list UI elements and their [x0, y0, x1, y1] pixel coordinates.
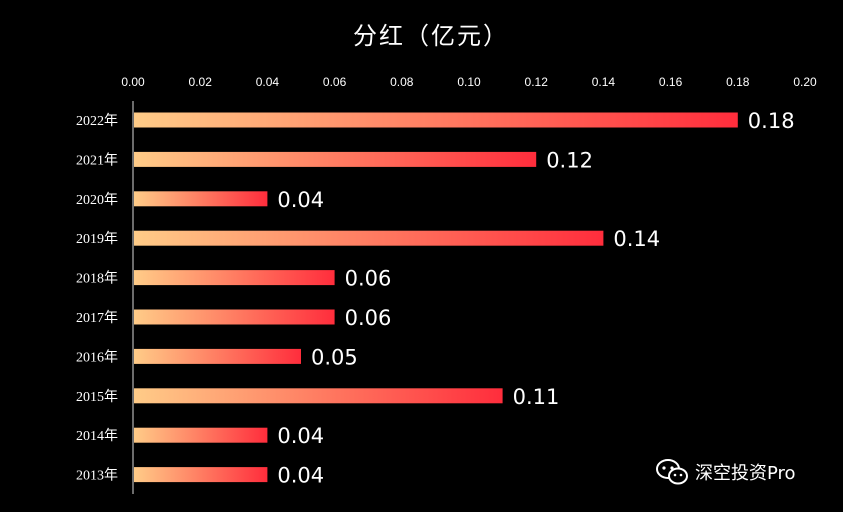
bar: [134, 309, 335, 325]
data-label: 0.11: [513, 385, 560, 409]
watermark: 深空投资Pro: [655, 458, 796, 486]
data-label: 0.05: [311, 345, 358, 369]
data-label: 0.04: [277, 188, 324, 212]
bar: [134, 427, 268, 443]
data-label: 0.12: [546, 148, 593, 172]
category-label: 2020年: [76, 192, 118, 208]
x-tick-label: 0.08: [390, 75, 414, 89]
category-label: 2017年: [76, 310, 118, 326]
bar: [134, 348, 301, 364]
bar: [134, 270, 335, 286]
bar: [134, 191, 268, 207]
chart-title: 分红（亿元）: [353, 22, 509, 50]
x-tick-label: 0.12: [525, 75, 549, 89]
category-label: 2013年: [76, 468, 118, 484]
category-label: 2014年: [76, 428, 118, 444]
bar: [134, 230, 604, 246]
bar: [134, 151, 537, 167]
x-axis-ticks: 0.00 0.02 0.04 0.06 0.08 0.10 0.12 0.14 0.16 0.18…: [121, 75, 817, 89]
x-tick-label: 0.20: [793, 75, 817, 89]
x-tick-label: 0.10: [457, 75, 481, 89]
data-label: 0.04: [277, 424, 324, 448]
data-labels: 0.18 0.12 0.04 0.14 0.06 0.06 0.05 0.11 0.04 0.04: [277, 109, 794, 488]
x-tick-label: 0.18: [726, 75, 750, 89]
x-tick-label: 0.14: [592, 75, 616, 89]
category-labels: 2022年 2021年 2020年 2019年 2018年 2017年 2016年 2015年…: [76, 113, 118, 484]
x-tick-label: 0.00: [121, 75, 145, 89]
wechat-icon: [656, 459, 688, 485]
data-label: 0.06: [345, 267, 392, 291]
x-tick-label: 0.16: [659, 75, 683, 89]
category-label: 2022年: [76, 113, 118, 129]
category-label: 2021年: [76, 152, 118, 168]
category-label: 2015年: [76, 389, 118, 405]
category-label: 2016年: [76, 349, 118, 365]
bars: [134, 112, 738, 483]
x-tick-label: 0.06: [323, 75, 347, 89]
category-label: 2018年: [76, 271, 118, 287]
bar: [134, 388, 503, 404]
x-tick-label: 0.04: [256, 75, 280, 89]
data-label: 0.14: [613, 227, 660, 251]
x-tick-label: 0.02: [189, 75, 213, 89]
data-label: 0.18: [748, 109, 795, 133]
bar: [134, 112, 738, 128]
category-label: 2019年: [76, 231, 118, 247]
data-label: 0.04: [277, 464, 324, 488]
watermark-text: 深空投资Pro: [695, 463, 796, 484]
bar: [134, 467, 268, 483]
data-label: 0.06: [345, 306, 392, 330]
